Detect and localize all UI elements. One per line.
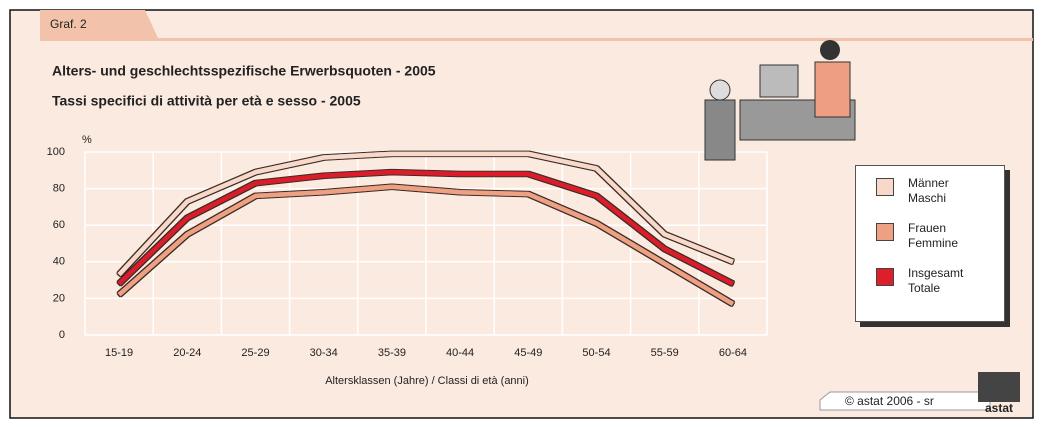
legend-entry: Frauen Femmine (876, 221, 1004, 251)
y-tick-label: 80 (53, 183, 65, 195)
series-line (117, 151, 734, 277)
x-tick-label: 60-64 (719, 347, 747, 359)
legend-entry: Insgesamt Totale (876, 266, 1004, 296)
x-tick-label: 40-44 (446, 347, 474, 359)
series-line (117, 169, 734, 286)
credit: © astat 2006 - sr (845, 394, 934, 408)
illustration (704, 40, 856, 161)
legend-swatch (876, 268, 894, 286)
legend-label: Frauen Femmine (908, 221, 959, 250)
tab-rule (40, 38, 1033, 41)
y-tick-label: 20 (53, 292, 65, 304)
y-tick-label: 40 (53, 256, 65, 268)
x-tick-label: 20-24 (173, 347, 201, 359)
legend-entry: Männer Maschi (876, 176, 1004, 206)
series-line (117, 184, 735, 306)
legend-swatch (876, 178, 894, 196)
y-tick-label: 100 (47, 146, 65, 158)
tab-label: Graf. 2 (50, 17, 87, 31)
logo: astat (985, 401, 1013, 415)
x-axis-label: Altersklassen (Jahre) / Classi di età (a… (325, 375, 529, 387)
x-tick-label: 25-29 (241, 347, 269, 359)
y-tick-label: 0 (59, 329, 65, 341)
x-tick-label: 30-34 (310, 347, 338, 359)
chart-title: Alters- und geschlechtsspezifische Erwer… (52, 63, 436, 79)
y-tick-label: 60 (53, 219, 65, 231)
legend-label: Insgesamt Totale (908, 266, 964, 295)
x-tick-label: 55-59 (651, 347, 679, 359)
x-tick-label: 35-39 (378, 347, 406, 359)
tab (40, 10, 158, 38)
x-tick-label: 50-54 (582, 347, 610, 359)
legend: Männer Maschi Frauen Femmine Insgesamt Tot… (855, 165, 1005, 322)
legend-swatch (876, 223, 894, 241)
legend-label: Männer Maschi (908, 176, 949, 205)
chart-subtitle: Tassi specifici di attività per età e se… (52, 93, 361, 109)
x-tick-label: 15-19 (105, 347, 133, 359)
logo-mark (978, 372, 1020, 402)
y-axis-label: % (82, 134, 92, 146)
x-tick-label: 45-49 (514, 347, 542, 359)
